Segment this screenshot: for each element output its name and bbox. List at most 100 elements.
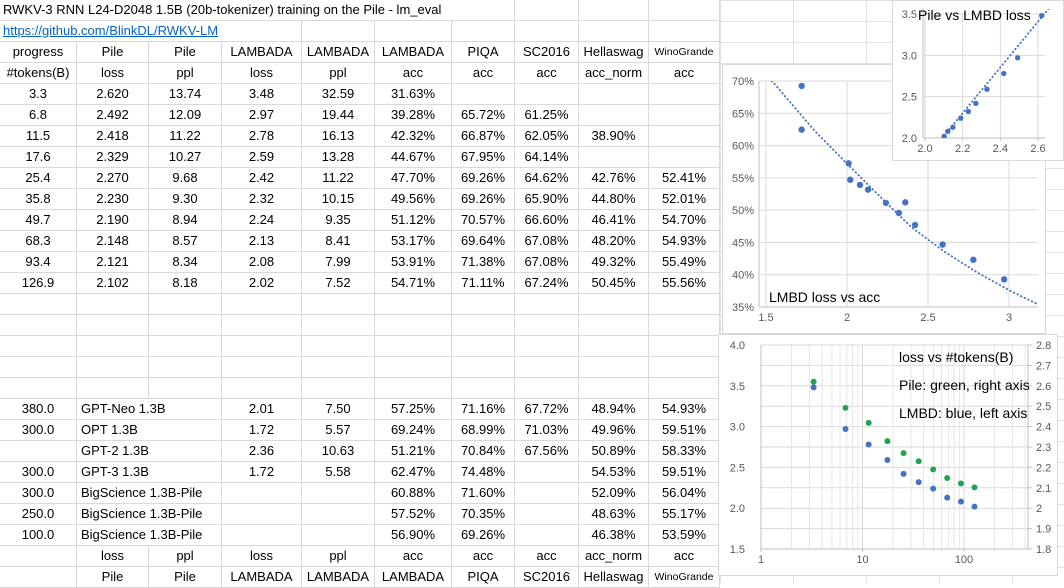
cell[interactable]: 48.63% [579,504,649,525]
cell[interactable]: 62.05% [515,126,579,147]
cell[interactable]: 69.26% [452,168,515,189]
cell[interactable]: 55.49% [649,252,720,273]
cell[interactable] [149,294,222,315]
cell[interactable]: 52.01% [649,189,720,210]
cell[interactable]: 55.17% [649,504,720,525]
cell[interactable]: 69.64% [452,231,515,252]
cell[interactable]: 57.25% [375,399,452,420]
cell[interactable]: 93.4 [0,252,77,273]
cell[interactable]: 67.08% [515,231,579,252]
cell[interactable]: 67.95% [452,147,515,168]
cell[interactable] [222,336,302,357]
cell[interactable] [649,105,720,126]
cell[interactable]: 54.70% [649,210,720,231]
cell[interactable]: 11.5 [0,126,77,147]
cell[interactable]: WinoGrande [649,567,720,588]
cell[interactable]: 64.14% [515,147,579,168]
cell[interactable]: 46.38% [579,525,649,546]
cell[interactable]: 50.45% [579,273,649,294]
cell[interactable]: 8.18 [149,273,222,294]
cell[interactable]: 50.89% [579,441,649,462]
cell[interactable] [649,147,720,168]
cell[interactable] [0,315,77,336]
cell[interactable] [222,525,302,546]
cell[interactable] [302,378,375,399]
cell[interactable]: #tokens(B) [0,63,77,84]
cell[interactable] [77,315,149,336]
cell[interactable] [452,21,515,42]
cell[interactable]: 71.03% [515,420,579,441]
cell[interactable] [149,504,222,525]
cell[interactable]: 54.93% [649,231,720,252]
cell[interactable]: LAMBADA [302,42,375,63]
cell[interactable] [302,357,375,378]
cell[interactable] [302,294,375,315]
cell[interactable] [149,378,222,399]
cell[interactable] [77,357,149,378]
cell[interactable]: 70.57% [452,210,515,231]
cell[interactable] [149,315,222,336]
cell[interactable]: 53.91% [375,252,452,273]
cell[interactable]: 58.33% [649,441,720,462]
cell[interactable]: PIQA [452,42,515,63]
cell[interactable]: 8.94 [149,210,222,231]
cell[interactable]: 38.90% [579,126,649,147]
cell[interactable] [649,357,720,378]
cell[interactable]: loss [77,63,149,84]
cell[interactable] [149,525,222,546]
cell[interactable]: 69.26% [452,525,515,546]
cell[interactable]: acc_norm [579,546,649,567]
cell[interactable] [0,567,77,588]
cell[interactable]: acc_norm [579,63,649,84]
cell[interactable] [579,294,649,315]
cell[interactable]: 47.70% [375,168,452,189]
cell[interactable]: acc [452,546,515,567]
cell[interactable]: 53.59% [649,525,720,546]
cell[interactable]: 2.01 [222,399,302,420]
cell[interactable]: 39.28% [375,105,452,126]
cell[interactable]: 100.0 [0,525,77,546]
cell[interactable] [375,21,452,42]
cell[interactable] [649,294,720,315]
cell[interactable] [515,357,579,378]
cell[interactable]: 62.47% [375,462,452,483]
cell[interactable] [452,294,515,315]
cell[interactable] [579,336,649,357]
cell[interactable]: ppl [302,546,375,567]
cell[interactable]: 46.41% [579,210,649,231]
cell[interactable] [452,336,515,357]
cell[interactable] [452,378,515,399]
cell[interactable]: 56.04% [649,483,720,504]
cell[interactable]: acc [515,546,579,567]
cell[interactable]: 69.26% [452,189,515,210]
cell[interactable]: 48.94% [579,399,649,420]
cell[interactable]: 31.63% [375,84,452,105]
cell[interactable]: 49.56% [375,189,452,210]
cell[interactable]: 17.6 [0,147,77,168]
cell[interactable]: 55.56% [649,273,720,294]
cell[interactable] [77,336,149,357]
cell[interactable] [149,483,222,504]
model-name-cell[interactable]: OPT 1.3B [77,420,149,441]
cell[interactable]: 68.3 [0,231,77,252]
cell[interactable] [515,483,579,504]
cell[interactable]: loss [222,546,302,567]
sheet-title[interactable]: RWKV-3 RNN L24-D2048 1.5B (20b-tokenizer… [0,0,515,21]
cell[interactable]: 2.97 [222,105,302,126]
cell[interactable] [515,0,579,21]
cell[interactable]: 65.90% [515,189,579,210]
cell[interactable]: ppl [149,546,222,567]
cell[interactable]: 56.90% [375,525,452,546]
cell[interactable] [649,126,720,147]
cell[interactable]: 12.09 [149,105,222,126]
cell[interactable]: 2.102 [77,273,149,294]
model-name-cell[interactable]: BigScience 1.3B-Pile [77,483,202,504]
cell[interactable] [149,441,222,462]
cell[interactable]: 2.13 [222,231,302,252]
cell[interactable]: 2.78 [222,126,302,147]
cell[interactable]: Hellaswag [579,42,649,63]
cell[interactable]: LAMBADA [222,42,302,63]
cell[interactable]: 6.8 [0,105,77,126]
cell[interactable] [302,483,375,504]
cell[interactable]: 300.0 [0,462,77,483]
